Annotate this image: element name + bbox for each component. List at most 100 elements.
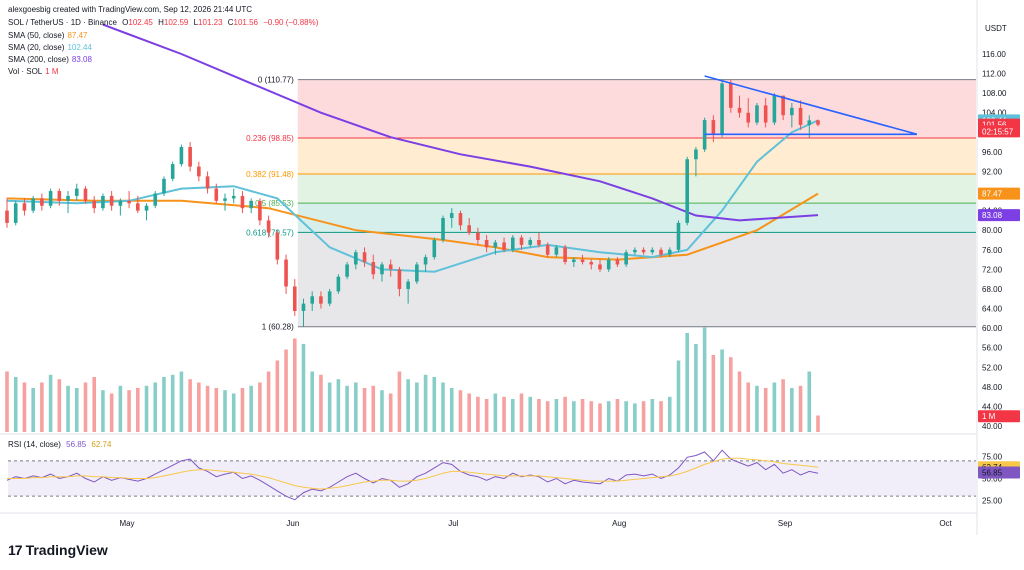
price-tag-label: 1 M [982,412,996,421]
candle [197,161,201,182]
candle-body [650,249,655,253]
candle [659,247,663,258]
volume-bar [702,327,707,432]
candle-body [580,259,585,263]
volume-bar [432,377,437,432]
volume-bar [449,388,454,432]
volume-bar [441,382,445,432]
close-value: 101.56 [233,18,258,27]
candle [484,235,489,253]
candle [48,188,53,209]
candle [5,198,9,228]
rsi-label: RSI (14, close) [8,440,61,449]
volume-bar [57,379,62,432]
candle-body [214,188,219,201]
candle [580,254,585,265]
candle [816,119,820,127]
candle [449,208,454,228]
candle-body [554,247,559,255]
volume-bar [659,401,663,432]
candle-body [415,264,419,282]
candle [57,188,62,206]
candle [231,188,236,204]
volume-bar [153,382,158,432]
volume-bar [92,377,97,432]
candle-body [572,259,576,263]
indicator-sma20[interactable]: SMA (20, close) 102.44 [8,43,92,53]
candle [66,191,70,214]
volume-bar [406,379,410,432]
volume-bar [40,382,44,432]
volume-bar [807,371,812,432]
price-axis-tick: 80.00 [982,226,1003,235]
indicator-sma50[interactable]: SMA (50, close) 87.47 [8,31,88,41]
indicator-label: Vol · SOL [8,67,43,76]
indicator-sma200[interactable]: SMA (200, close) 83.08 [8,55,92,65]
volume-bar [240,388,245,432]
volume-bar [624,401,628,432]
brand-name: TradingView [25,542,108,558]
candle-body [170,164,175,179]
candle-body [537,240,541,245]
candle [388,259,393,277]
indicator-value: 87.47 [67,31,88,40]
volume-bar [763,388,768,432]
symbol-name[interactable]: SOL / TetherUS · 1D · Binance [8,18,117,27]
candle-body [31,198,35,211]
rsi-ma-line [7,457,819,490]
volume-bar [266,371,271,432]
volume-bar [554,399,559,432]
fib-label-0.236: 0.236 (98.85) [246,134,294,143]
candle [720,79,724,138]
candle [458,210,463,231]
price-axis-tick: 56.00 [982,344,1003,353]
tradingview-brand: 17 TradingView [8,542,108,558]
candle-body [676,222,681,250]
candle [755,102,759,125]
volume-bar [606,401,611,432]
candle-body [807,120,812,125]
rsi-header[interactable]: RSI (14, close) 56.85 62.74 [8,440,111,450]
high-value: 102.59 [163,18,189,27]
candle [545,242,550,258]
volume-bar [301,344,306,432]
fib-zone-0.5 [297,203,977,233]
time-axis-tick: Jun [286,519,299,528]
candle-body [737,107,742,113]
candle-body [493,242,498,248]
volume-bar [188,379,192,432]
volume-bar [798,385,803,432]
change-value: −0.90 (−0.88%) [263,18,319,27]
volume-bar [5,371,9,432]
candle-body [606,259,611,270]
volume-bar [223,390,227,432]
volume-bar [310,371,315,432]
indicator-label: SMA (50, close) [8,31,65,40]
candle [292,279,297,316]
candle [354,249,358,270]
price-tag-label: 02:15:57 [982,127,1014,136]
price-tag-label: 83.08 [982,211,1003,220]
volume-bar [388,393,393,432]
indicator-volume[interactable]: Vol · SOL 1 M [8,67,59,77]
candle [493,240,498,255]
candle [510,235,515,253]
indicator-value: 83.08 [71,55,92,64]
candle [554,244,559,258]
currency-label[interactable]: USDT [985,24,1007,33]
candle [423,254,428,272]
candle [214,183,219,204]
sma-line [102,23,819,222]
candle [240,191,245,214]
candle [371,254,376,280]
volume-bar [676,360,681,432]
price-axis-tick: 68.00 [982,285,1003,294]
candle [676,220,681,253]
candle-body [641,249,646,253]
candle-body [13,203,18,223]
candle-body [449,213,454,218]
rsi-ma-value: 62.74 [91,440,112,449]
candle [432,237,437,260]
candle-body [467,225,471,233]
